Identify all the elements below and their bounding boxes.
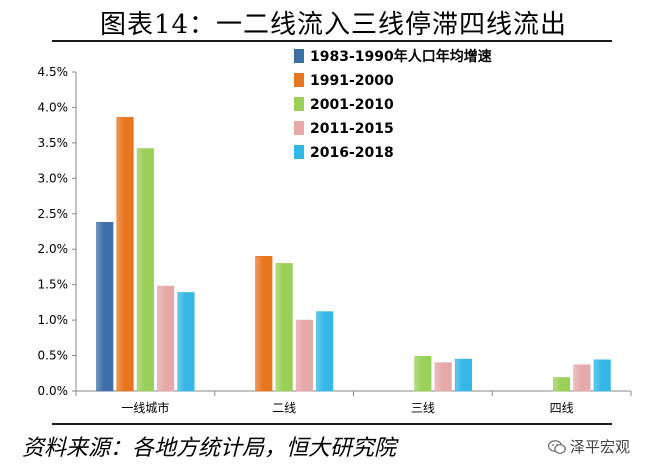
bar — [316, 311, 334, 392]
y-tick-label: 2.5% — [38, 207, 69, 221]
x-tick-label: 一线城市 — [121, 400, 169, 415]
bar — [553, 377, 571, 392]
bar — [136, 148, 154, 392]
bar — [573, 364, 591, 392]
bar — [593, 359, 611, 392]
y-tick-label: 0.0% — [38, 384, 69, 398]
legend-swatch — [294, 49, 304, 63]
bar — [275, 263, 293, 392]
chart-title: 图表14：一二线流入三线停滞四线流出 — [99, 10, 568, 40]
y-tick-label: 3.5% — [38, 136, 69, 150]
y-tick-label: 0.5% — [38, 349, 69, 363]
footer-divider — [52, 423, 612, 425]
bar — [414, 355, 432, 392]
legend: 1983-1990年人口年均增速 1991-2000 2001-2010 2011-2… — [294, 48, 492, 161]
legend-swatch — [294, 121, 304, 135]
brand-name: 泽平宏观 — [570, 438, 631, 456]
y-tick-label: 3.0% — [38, 171, 69, 185]
y-tick-label: 1.5% — [38, 278, 69, 292]
bar — [454, 358, 473, 392]
x-tick-label: 二线 — [272, 401, 296, 415]
y-tick-label: 1.0% — [38, 313, 69, 327]
x-axis: 一线城市 二线 三线 四线 — [75, 390, 632, 415]
bar — [116, 117, 134, 392]
bar — [255, 256, 273, 392]
bars — [96, 117, 611, 392]
wechat-icon — [548, 439, 566, 454]
brand: 泽平宏观 — [548, 436, 630, 457]
legend-label: 1991-2000 — [310, 73, 394, 89]
bar — [295, 319, 313, 392]
legend-swatch — [294, 145, 304, 159]
bar — [434, 362, 452, 392]
x-tick-label: 三线 — [411, 401, 435, 415]
x-tick-label: 四线 — [550, 401, 574, 415]
bar — [177, 292, 195, 392]
bar — [157, 285, 175, 392]
legend-swatch — [294, 97, 304, 111]
y-tick-label: 4.0% — [38, 100, 69, 114]
legend-label: 1983-1990年人口年均增速 — [310, 48, 492, 65]
y-tick-label: 2.0% — [38, 242, 69, 256]
legend-label: 2016-2018 — [310, 145, 394, 161]
legend-swatch — [294, 73, 304, 87]
title-divider — [52, 40, 612, 42]
y-axis: 0.0% 0.5% 1.0% 1.5% 2.0% 2.5% 3.0% 3.5% 4.0% 4.5% — [38, 65, 77, 398]
y-tick-label: 4.5% — [38, 65, 69, 79]
legend-label: 2001-2010 — [310, 97, 394, 113]
legend-label: 2011-2015 — [310, 121, 394, 137]
bar — [96, 221, 114, 392]
source-note: 资料来源：各地方统计局，恒大研究院 — [22, 436, 397, 461]
